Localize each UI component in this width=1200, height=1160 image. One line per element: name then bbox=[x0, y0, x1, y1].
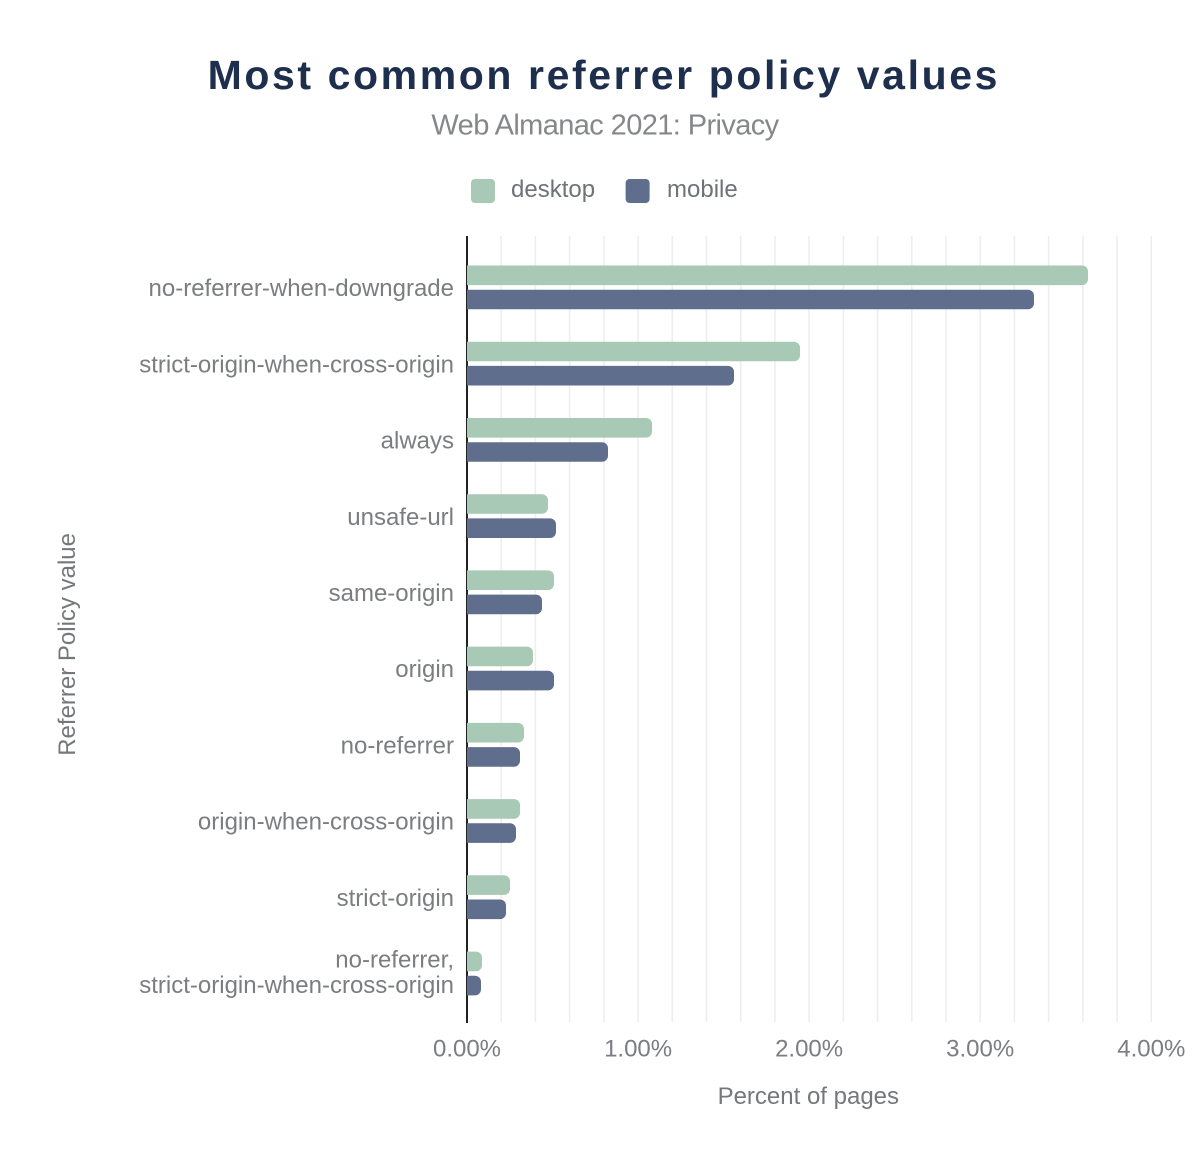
svg-text:mobile: mobile bbox=[667, 176, 738, 203]
svg-text:4.00%: 4.00% bbox=[1117, 1036, 1185, 1063]
svg-text:origin-when-cross-origin: origin-when-cross-origin bbox=[198, 809, 454, 836]
svg-text:strict-origin-when-cross-origi: strict-origin-when-cross-origin bbox=[139, 351, 454, 378]
svg-text:unsafe-url: unsafe-url bbox=[347, 504, 454, 531]
svg-text:strict-origin-when-cross-origi: strict-origin-when-cross-origin bbox=[139, 972, 454, 999]
svg-text:Percent of pages: Percent of pages bbox=[718, 1083, 899, 1110]
svg-text:no-referrer-when-downgrade: no-referrer-when-downgrade bbox=[149, 275, 454, 302]
svg-text:3.00%: 3.00% bbox=[946, 1036, 1014, 1063]
svg-text:1.00%: 1.00% bbox=[604, 1036, 672, 1063]
svg-text:origin: origin bbox=[395, 656, 454, 683]
svg-text:desktop: desktop bbox=[511, 176, 595, 203]
svg-text:same-origin: same-origin bbox=[329, 580, 454, 607]
svg-text:Web Almanac 2021: Privacy: Web Almanac 2021: Privacy bbox=[431, 109, 779, 141]
svg-text:no-referrer: no-referrer bbox=[341, 733, 454, 760]
svg-text:2.00%: 2.00% bbox=[775, 1036, 843, 1063]
svg-text:0.00%: 0.00% bbox=[433, 1036, 501, 1063]
svg-text:strict-origin: strict-origin bbox=[337, 885, 454, 912]
svg-text:Most common referrer policy va: Most common referrer policy values bbox=[208, 52, 1000, 98]
svg-text:always: always bbox=[381, 428, 454, 455]
svg-text:no-referrer,: no-referrer, bbox=[335, 947, 454, 974]
svg-text:Referrer Policy value: Referrer Policy value bbox=[54, 533, 81, 756]
